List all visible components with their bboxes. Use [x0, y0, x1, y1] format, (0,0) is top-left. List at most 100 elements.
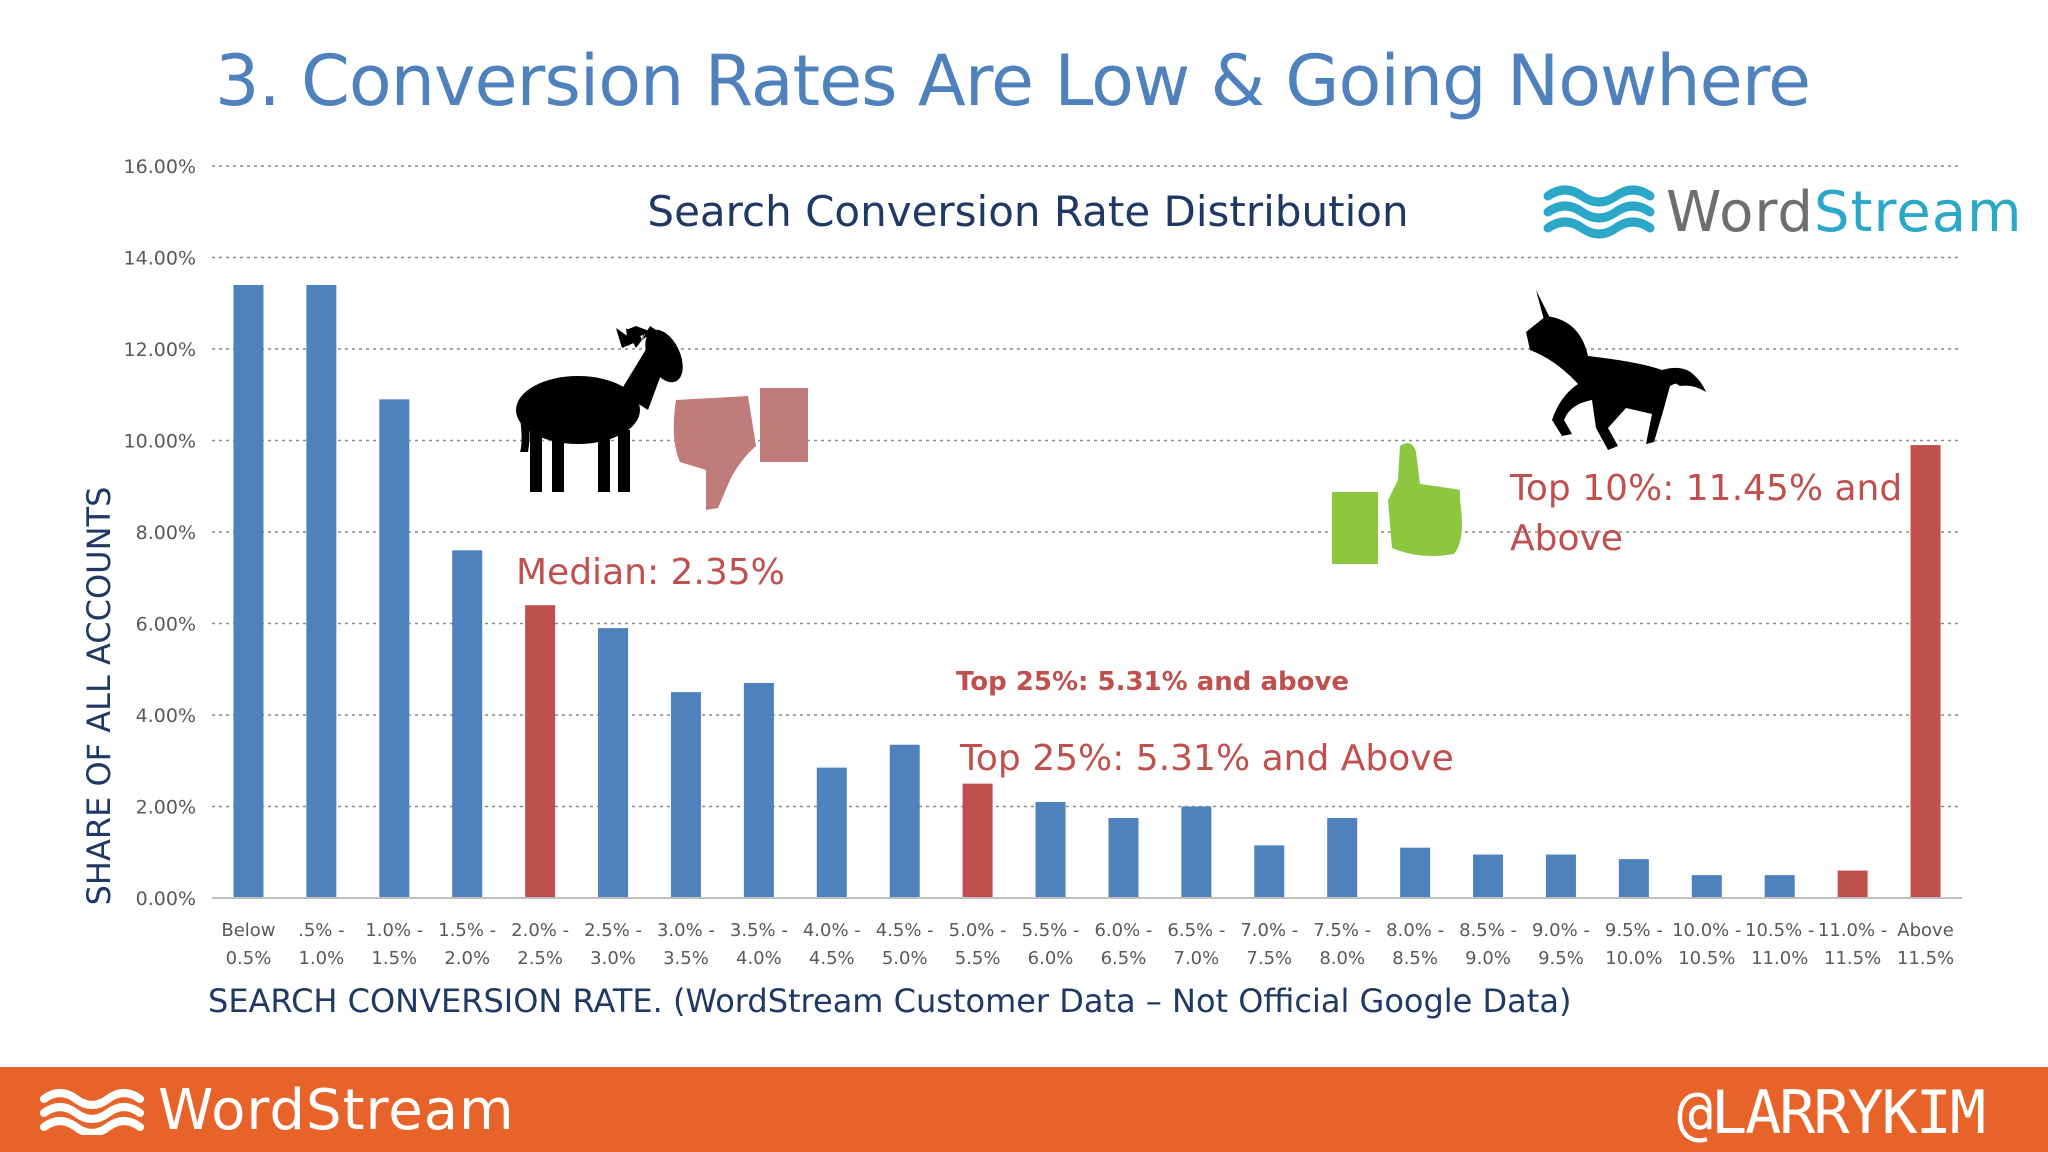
x-tick-label: 8.0%: [1319, 948, 1365, 969]
bar: [233, 284, 264, 898]
bar: [1035, 801, 1066, 898]
x-tick-label: 5.5%: [955, 948, 1001, 969]
bar: [889, 744, 920, 898]
x-tick-label: 9.5%: [1538, 948, 1584, 969]
bars: [233, 284, 1941, 898]
x-tick-label: 6.5%: [1101, 948, 1147, 969]
footer-band: [0, 1067, 2048, 1152]
x-tick-label: 9.0% -: [1532, 920, 1590, 941]
x-tick-label: 0.5%: [226, 948, 272, 969]
bar: [1691, 875, 1722, 898]
x-tick-label: 4.5%: [809, 948, 855, 969]
bar: [1400, 847, 1431, 898]
bar: [1618, 859, 1649, 898]
median-annotation: Median: 2.35%: [516, 552, 785, 593]
y-tick-label: 14.00%: [124, 248, 196, 270]
x-tick-label: 2.0%: [444, 948, 490, 969]
top25-annotation: Top 25%: 5.31% and Above: [959, 738, 1454, 779]
y-tick-label: 4.00%: [136, 705, 196, 727]
x-tick-label: 2.5%: [517, 948, 563, 969]
x-tick-label: 8.0% -: [1386, 920, 1444, 941]
x-tick-label: 3.0%: [590, 948, 636, 969]
x-tick-label: 11.5%: [1824, 948, 1881, 969]
y-tick-label: 2.00%: [136, 797, 196, 819]
x-tick-label: 10.0%: [1605, 948, 1662, 969]
footer-brand: WordStream: [40, 1077, 515, 1143]
y-tick-label: 12.00%: [124, 339, 196, 361]
x-tick-label: 5.0%: [882, 948, 928, 969]
x-tick-label: 3.0% -: [657, 920, 715, 941]
x-tick-label: 7.5%: [1246, 948, 1292, 969]
x-tick-label: 10.5%: [1678, 948, 1735, 969]
highlighted-bar: [962, 783, 993, 898]
bar: [1108, 817, 1139, 898]
bar: [816, 767, 847, 898]
top10-annotation-line2: Above: [1510, 518, 1623, 559]
donkey-icon: [516, 326, 683, 492]
bar: [743, 682, 774, 898]
x-axis-ticks: Below 0.5% .5% - 1.0% 1.0% - 1.5% 1.5% - 2.0% 2.…: [221, 920, 1954, 969]
thumbs-up-icon: [1332, 443, 1462, 564]
x-tick-label: 2.0% -: [511, 920, 569, 941]
x-tick-label: 9.5% -: [1605, 920, 1663, 941]
x-tick-label: 3.5% -: [730, 920, 788, 941]
x-tick-label: 8.5%: [1392, 948, 1438, 969]
x-tick-label: .5% -: [298, 920, 345, 941]
y-axis-ticks: 0.00% 2.00% 4.00% 6.00% 8.00% 10.00% 12.00% 14.…: [124, 156, 196, 910]
bar: [306, 284, 337, 898]
bar: [452, 550, 483, 898]
y-tick-label: 16.00%: [124, 156, 196, 178]
x-tick-label: 10.5% -: [1745, 920, 1814, 941]
x-tick-label: 9.0%: [1465, 948, 1511, 969]
x-tick-label: 11.5%: [1897, 948, 1954, 969]
logo-word-part2: Stream: [1814, 180, 2023, 245]
bar: [1254, 845, 1285, 898]
logo-word-part1: Word: [1666, 180, 1814, 245]
x-tick-label: 11.0% -: [1818, 920, 1887, 941]
x-tick-label: 6.5% -: [1167, 920, 1225, 941]
highlighted-bar: [1910, 445, 1941, 898]
x-tick-label: 4.0%: [736, 948, 782, 969]
highlighted-bar: [525, 605, 556, 898]
footer-brand-text: WordStream: [158, 1077, 515, 1143]
footer-handle: @LARRYKIM: [1676, 1078, 1986, 1148]
chart-title: Search Conversion Rate Distribution: [647, 187, 1408, 236]
y-tick-label: 10.00%: [124, 431, 196, 453]
wordstream-waves-icon: [1543, 185, 1655, 239]
top25-small-annotation: Top 25%: 5.31% and above: [956, 667, 1349, 697]
x-tick-label: 7.5% -: [1313, 920, 1371, 941]
bar: [1545, 854, 1576, 898]
bar: [598, 628, 629, 898]
x-tick-label: Above: [1897, 920, 1953, 941]
footer-waves-icon: [40, 1089, 144, 1135]
y-tick-label: 8.00%: [136, 522, 196, 544]
svg-text:WordStream: WordStream: [1666, 180, 2023, 245]
x-tick-label: 2.5% -: [584, 920, 642, 941]
unicorn-icon: [1526, 290, 1706, 450]
x-tick-label: 5.0% -: [949, 920, 1007, 941]
bar: [1181, 806, 1212, 898]
x-tick-label: 1.5%: [371, 948, 417, 969]
x-tick-label: 10.0% -: [1672, 920, 1741, 941]
bar: [1327, 817, 1358, 898]
x-tick-label: 4.0% -: [803, 920, 861, 941]
x-tick-label: 6.0% -: [1094, 920, 1152, 941]
y-tick-label: 0.00%: [136, 888, 196, 910]
bar: [1764, 875, 1795, 898]
bar: [379, 399, 410, 898]
slide-title: 3. Conversion Rates Are Low & Going Nowh…: [214, 40, 1811, 122]
x-tick-label: 3.5%: [663, 948, 709, 969]
x-tick-label: 7.0%: [1174, 948, 1220, 969]
x-tick-label: 1.5% -: [438, 920, 496, 941]
x-tick-label: 6.0%: [1028, 948, 1074, 969]
x-tick-label: 4.5% -: [876, 920, 934, 941]
grid-lines: [212, 165, 1962, 808]
y-tick-label: 6.00%: [136, 614, 196, 636]
bar: [1473, 854, 1504, 898]
x-tick-label: 1.0%: [299, 948, 345, 969]
y-axis-label: SHARE OF ALL ACCOUNTS: [80, 487, 118, 906]
thumbs-down-icon: [673, 388, 808, 510]
x-axis-label: SEARCH CONVERSION RATE. (WordStream Cust…: [208, 982, 1571, 1020]
x-tick-label: 1.0% -: [365, 920, 423, 941]
